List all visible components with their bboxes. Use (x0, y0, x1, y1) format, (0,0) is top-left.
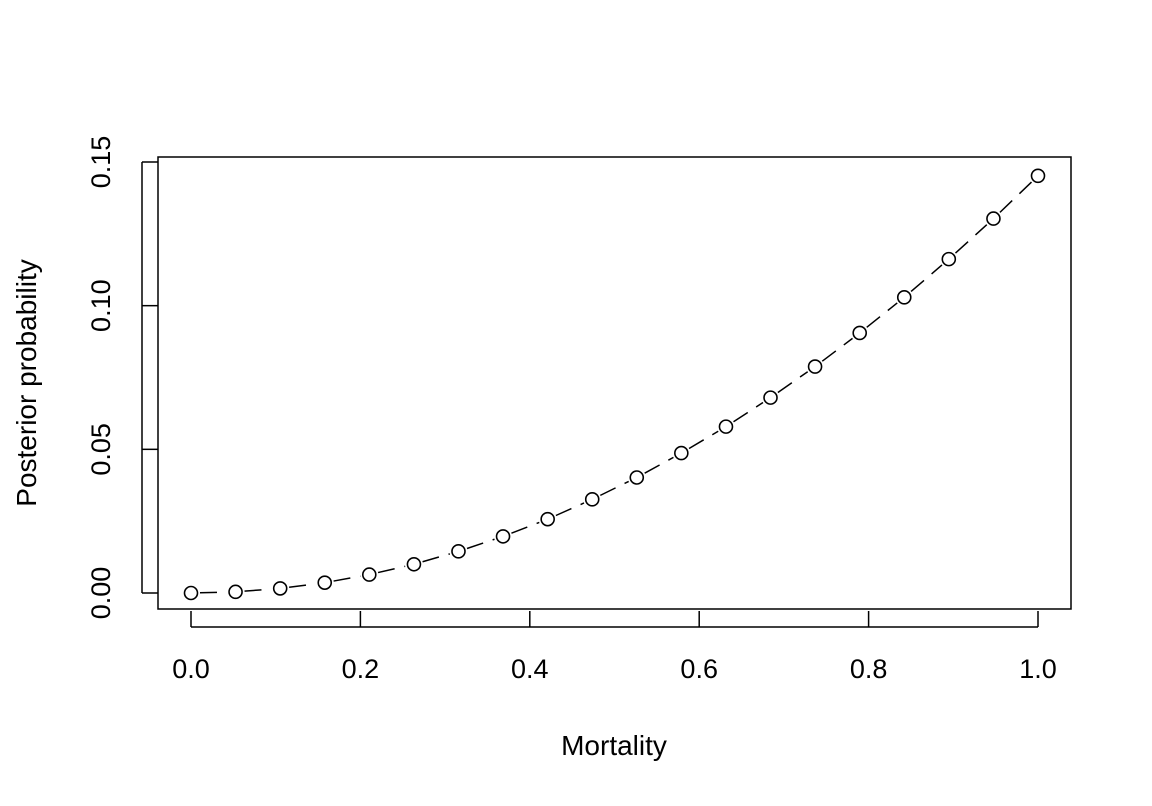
x-tick-label: 0.0 (172, 654, 210, 684)
data-point (228, 584, 243, 600)
y-axis: 0.00 0.05 0.10 0.15 (86, 136, 158, 620)
series-line (199, 181, 1033, 594)
data-point (807, 359, 823, 374)
data-point (852, 325, 868, 341)
x-tick-label: 0.6 (680, 654, 718, 684)
data-point (406, 556, 422, 572)
y-tick-label: 0.00 (86, 567, 116, 620)
data-point (495, 529, 511, 544)
x-axis: 0.0 0.2 0.4 0.6 0.8 1.0 (172, 611, 1057, 684)
data-point (986, 211, 1001, 226)
data-point (763, 390, 778, 405)
data-point (361, 567, 377, 582)
data-point (584, 492, 600, 507)
data-point (317, 575, 333, 590)
y-tick-label: 0.10 (86, 279, 116, 332)
data-point (1030, 168, 1046, 184)
data-points (183, 168, 1046, 601)
data-point (540, 511, 555, 527)
x-tick-label: 0.8 (850, 654, 888, 684)
data-point (941, 251, 957, 267)
y-tick-label: 0.15 (86, 136, 116, 189)
data-point (896, 290, 912, 305)
y-axis-label: Posterior probability (11, 259, 42, 506)
x-tick-label: 0.2 (342, 654, 380, 684)
x-tick-label: 1.0 (1019, 654, 1057, 684)
x-tick-label: 0.4 (511, 654, 549, 684)
data-point (629, 470, 645, 485)
data-point (451, 544, 466, 559)
data-point (718, 419, 734, 434)
y-tick-label: 0.05 (86, 423, 116, 476)
data-point (183, 585, 199, 601)
x-axis-label: Mortality (561, 730, 667, 761)
data-point (674, 445, 689, 461)
data-point (272, 581, 288, 596)
plot-box (157, 156, 1072, 610)
